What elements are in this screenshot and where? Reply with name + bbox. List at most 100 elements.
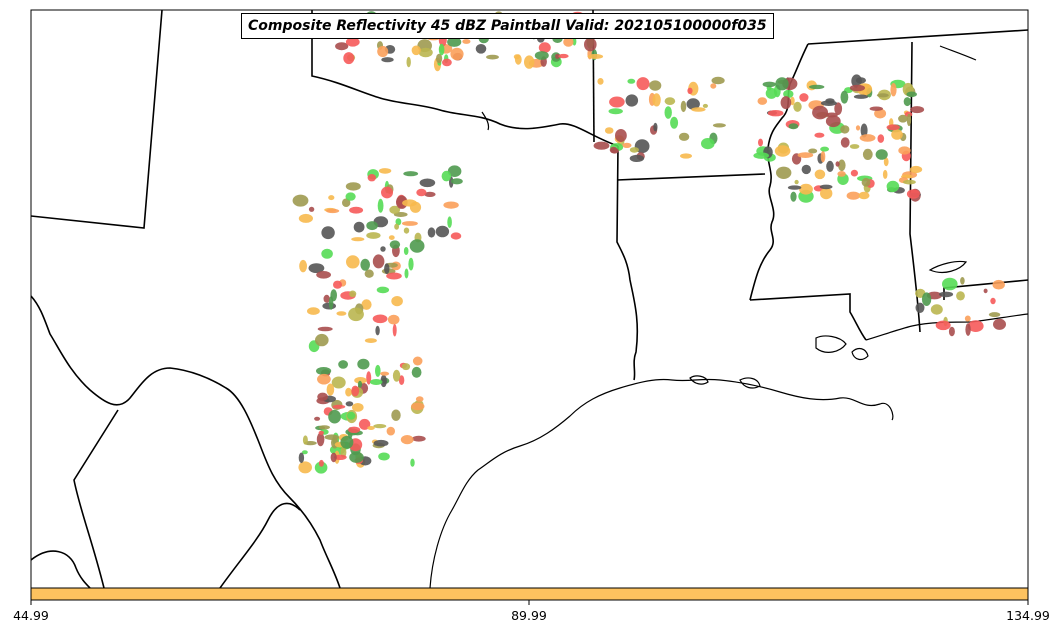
reflectivity-blob: [855, 77, 867, 84]
reflectivity-blob: [380, 246, 386, 252]
reflectivity-blob: [331, 376, 346, 389]
reflectivity-blob: [377, 45, 389, 58]
reflectivity-blob: [462, 39, 471, 44]
reflectivity-blob: [447, 216, 452, 228]
reflectivity-blob: [372, 254, 385, 269]
reflectivity-blob: [846, 191, 861, 200]
reflectivity-blob: [403, 227, 410, 234]
reflectivity-blob: [820, 100, 837, 106]
reflectivity-blob: [486, 54, 499, 60]
reflectivity-blob: [411, 402, 425, 411]
coastline: [429, 45, 1028, 588]
reflectivity-blob: [349, 451, 364, 463]
reflectivity-blob: [392, 369, 401, 382]
reflectivity-blob: [840, 125, 850, 134]
reflectivity-blob: [323, 294, 330, 303]
reflectivity-blob: [858, 191, 870, 200]
reflectivity-blob: [861, 177, 871, 187]
tn-river: [939, 45, 977, 61]
reflectivity-blob: [321, 248, 333, 259]
reflectivity-blob: [670, 116, 679, 129]
reflectivity-blob: [352, 403, 364, 412]
reflectivity-blob: [965, 323, 971, 336]
reflectivity-blob: [874, 108, 887, 119]
reflectivity-blob: [308, 263, 325, 273]
reflectivity-blob: [834, 102, 843, 115]
reflectivity-blob: [825, 115, 841, 128]
reflectivity-blob: [366, 232, 381, 239]
reflectivity-blob: [898, 114, 908, 123]
reflectivity-blob: [891, 129, 903, 140]
reflectivity-blob: [906, 113, 912, 127]
reflectivity-blob: [351, 385, 360, 397]
reflectivity-blob: [447, 37, 462, 47]
reflectivity-blob: [664, 97, 676, 105]
tx-la-border: [616, 145, 639, 381]
reflectivity-blob: [317, 392, 328, 401]
reflectivity-blob: [441, 170, 452, 182]
reflectivity-blob: [348, 426, 361, 433]
reflectivity-blob: [993, 318, 1006, 330]
reflectivity-blob: [876, 93, 889, 98]
reflectivity-blob: [838, 159, 846, 172]
reflectivity-blob: [302, 435, 308, 445]
reflectivity-blob: [593, 141, 610, 150]
reflectivity-blob: [960, 277, 965, 285]
reflectivity-blob: [915, 302, 925, 313]
reflectivity-blob: [367, 426, 375, 430]
reflectivity-blob: [906, 91, 917, 98]
reflectivity-blob: [447, 165, 462, 177]
reflectivity-blob: [345, 37, 360, 47]
reflectivity-blob: [814, 132, 825, 138]
reflectivity-blob: [345, 387, 352, 397]
colorbar-tick-label-2: 89.99: [511, 608, 547, 623]
reflectivity-blob: [939, 291, 954, 298]
reflectivity-blob: [558, 53, 569, 59]
reflectivity-blob: [649, 80, 662, 91]
reflectivity-blob: [625, 94, 639, 107]
reflectivity-blob: [335, 42, 349, 51]
reflectivity-blob: [869, 106, 883, 111]
reflectivity-blob: [849, 84, 866, 92]
reflectivity-blob: [686, 98, 700, 110]
reflectivity-blob: [563, 37, 574, 47]
reflectivity-blob: [349, 290, 357, 298]
la-ms-border: [749, 293, 867, 341]
reflectivity-blob: [314, 461, 328, 474]
reflectivity-blob: [514, 54, 522, 65]
reflectivity-blob: [378, 452, 390, 461]
reflectivity-blob: [835, 161, 840, 167]
reflectivity-blob: [787, 185, 802, 190]
reflectivity-blob: [609, 96, 625, 108]
reflectivity-blob: [701, 138, 715, 150]
reflectivity-blob: [403, 171, 419, 177]
reflectivity-blob: [538, 42, 551, 53]
reflectivity-blob: [964, 315, 971, 322]
reflectivity-blob: [298, 461, 313, 474]
reflectivity-blob: [347, 411, 356, 420]
reflectivity-blob: [898, 146, 911, 155]
reflectivity-blob: [652, 93, 661, 107]
reflectivity-blob: [314, 416, 321, 421]
reflectivity-blob: [346, 255, 360, 269]
reflectivity-blob: [935, 320, 951, 331]
reflectivity-blob: [990, 297, 996, 305]
reflectivity-blob: [333, 454, 347, 460]
reflectivity-blob: [411, 45, 421, 56]
reflectivity-blob: [903, 97, 911, 107]
reflectivity-blob: [877, 134, 885, 143]
reflectivity-blob: [381, 57, 394, 63]
al-ms-border: [909, 41, 921, 333]
reflectivity-blob: [315, 333, 329, 347]
reflectivity-blob: [524, 55, 535, 69]
colorbar-tick-label-3: 134.99: [1006, 608, 1050, 623]
reflectivity-blob: [345, 182, 361, 191]
reflectivity-blob: [629, 147, 640, 153]
reflectivity-blob: [814, 169, 826, 180]
reflectivity-blob: [910, 106, 925, 114]
reflectivity-blob: [348, 307, 364, 322]
reflectivity-blob: [555, 53, 560, 59]
reflectivity-blob: [790, 96, 795, 106]
reflectivity-blob: [419, 178, 436, 188]
